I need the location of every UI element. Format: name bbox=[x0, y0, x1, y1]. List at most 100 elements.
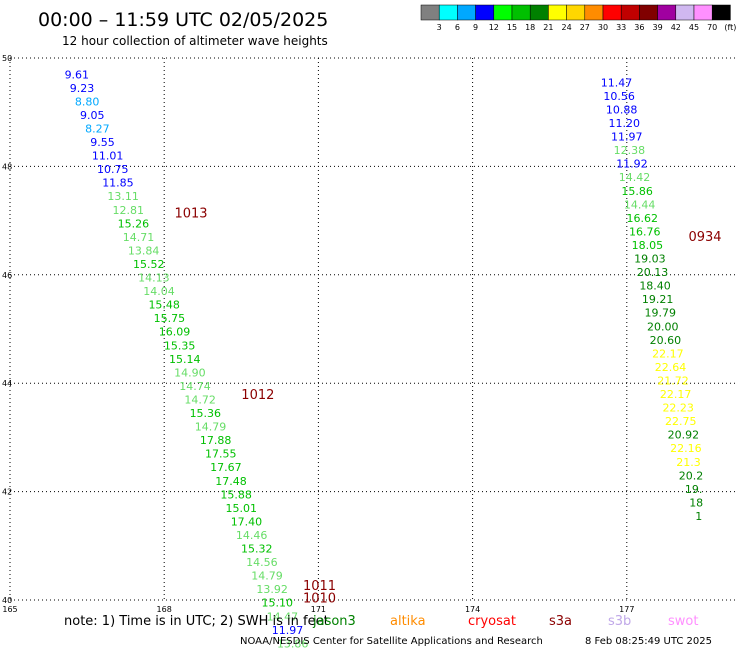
axis-ticks: 165 168 171 174 177 40 42 44 46 48 50 bbox=[2, 54, 634, 614]
wave-height-value: 22.16 bbox=[670, 442, 702, 455]
wave-height-value: 12.38 bbox=[614, 144, 646, 157]
wave-height-value: 14.47 bbox=[267, 610, 299, 623]
legend-swatch bbox=[438, 4, 458, 21]
legend-label: 6 bbox=[455, 23, 460, 32]
wave-height-value: 8.27 bbox=[85, 122, 110, 135]
legend-label: 45 bbox=[689, 23, 699, 32]
wave-height-value: 20.13 bbox=[637, 266, 669, 279]
legend-swatch bbox=[529, 4, 549, 21]
wave-height-value: 14.56 bbox=[246, 556, 278, 569]
wave-height-value: 14.74 bbox=[179, 380, 211, 393]
wave-height-value: 11.85 bbox=[102, 177, 134, 190]
wave-height-value: 15.10 bbox=[262, 597, 294, 610]
legend-swatch bbox=[602, 4, 622, 21]
wave-height-value: 20.92 bbox=[668, 429, 700, 442]
wave-height-value: 9.61 bbox=[65, 68, 90, 81]
wave-height-value: 10.56 bbox=[603, 90, 635, 103]
wave-height-value: 17.40 bbox=[231, 515, 263, 528]
legend-label: 70 bbox=[707, 23, 717, 32]
color-legend: 3 6 9 12 15 18 21 24 27 30 33 36 39 42 45 70 (ft) bbox=[420, 4, 736, 32]
data-points: 9.619.238.809.058.279.5511.0110.7511.851… bbox=[65, 68, 704, 650]
wave-height-value: 13.92 bbox=[256, 583, 288, 596]
wave-height-value: 15.01 bbox=[226, 502, 258, 515]
wave-height-value: 20.2 bbox=[679, 469, 704, 482]
legend-swatch bbox=[493, 4, 513, 21]
legend-label: 30 bbox=[598, 23, 608, 32]
satellite-name: s3a bbox=[549, 614, 572, 629]
wave-height-value: 21.3 bbox=[676, 456, 701, 469]
wave-height-value: 11.47 bbox=[601, 76, 633, 89]
legend-swatch bbox=[711, 4, 731, 21]
wave-height-value: 22.23 bbox=[662, 402, 694, 415]
legend-label: 33 bbox=[616, 23, 626, 32]
wave-height-value: 15.26 bbox=[118, 217, 150, 230]
wave-height-value: 20.00 bbox=[647, 320, 679, 333]
wave-height-value: 9.55 bbox=[90, 136, 115, 149]
legend-label: (ft) bbox=[724, 23, 736, 32]
legend-swatch bbox=[457, 4, 476, 21]
satellite-name: altika bbox=[390, 614, 426, 629]
footer-timestamp: 8 Feb 08:25:49 UTC 2025 bbox=[585, 636, 712, 647]
wave-height-value: 14.71 bbox=[123, 231, 155, 244]
legend-swatch bbox=[639, 4, 658, 21]
wave-height-value: 13.86 bbox=[277, 637, 309, 650]
wave-height-value: 16.09 bbox=[159, 326, 191, 339]
legend-swatch bbox=[548, 4, 567, 21]
x-tick-label: 174 bbox=[465, 605, 480, 614]
legend-swatch bbox=[584, 4, 604, 21]
legend-label: 36 bbox=[634, 23, 644, 32]
track-label: 1011 bbox=[303, 579, 336, 594]
wave-height-value: 15.32 bbox=[241, 543, 273, 556]
x-tick-label: 165 bbox=[2, 605, 17, 614]
wave-height-value: 14.72 bbox=[184, 393, 216, 406]
wave-height-value: 15.35 bbox=[164, 339, 196, 352]
footer-source: NOAA/NESDIS Center for Satellite Applica… bbox=[240, 636, 543, 647]
grid bbox=[9, 57, 735, 601]
satellite-name: jason3 bbox=[312, 614, 356, 629]
legend-swatch bbox=[675, 4, 695, 21]
wave-height-value: 22.17 bbox=[652, 347, 684, 360]
legend-label: 21 bbox=[543, 23, 553, 32]
wave-height-value: 22.17 bbox=[660, 388, 692, 401]
wave-height-value: 17.48 bbox=[215, 475, 247, 488]
y-tick-label: 48 bbox=[2, 162, 12, 171]
y-tick-label: 42 bbox=[2, 488, 12, 497]
wave-height-value: 19.79 bbox=[644, 307, 676, 320]
wave-height-value: 11.92 bbox=[616, 158, 648, 171]
satellite-name: cryosat bbox=[468, 614, 516, 629]
wave-height-value: 20.60 bbox=[650, 334, 682, 347]
note-text: note: 1) Time is in UTC; 2) SWH is in fe… bbox=[64, 614, 329, 629]
y-tick-label: 40 bbox=[2, 596, 12, 605]
legend-swatch bbox=[657, 4, 677, 21]
wave-height-value: 14.13 bbox=[138, 272, 170, 285]
x-tick-label: 171 bbox=[311, 605, 326, 614]
wave-height-value: 21.72 bbox=[657, 374, 689, 387]
wave-height-value: 12.81 bbox=[112, 204, 144, 217]
legend-label: 3 bbox=[437, 23, 442, 32]
legend-swatch bbox=[475, 4, 495, 21]
wave-height-value: 11.01 bbox=[92, 150, 124, 163]
wave-height-value: 14.42 bbox=[619, 171, 651, 184]
legend-swatch bbox=[620, 4, 640, 21]
wave-height-value: 18.05 bbox=[632, 239, 664, 252]
wave-height-value: 17.55 bbox=[205, 448, 237, 461]
wave-height-value: 15.36 bbox=[190, 407, 222, 420]
y-tick-label: 44 bbox=[2, 379, 12, 388]
wave-height-value: 1 bbox=[695, 510, 702, 523]
wave-height-value: 15.48 bbox=[148, 299, 180, 312]
wave-height-value: 15.75 bbox=[154, 312, 186, 325]
track-label: 1010 bbox=[303, 591, 336, 606]
wave-height-value: 9.05 bbox=[80, 109, 105, 122]
wave-height-value: 8.80 bbox=[75, 95, 100, 108]
legend-swatch bbox=[511, 4, 531, 21]
wave-height-value: 14.90 bbox=[174, 366, 206, 379]
legend-label: 15 bbox=[507, 23, 517, 32]
legend-label: 18 bbox=[525, 23, 535, 32]
legend-swatch bbox=[566, 4, 586, 21]
wave-height-value: 14.44 bbox=[624, 198, 656, 211]
x-tick-label: 177 bbox=[619, 605, 634, 614]
chart-subtitle: 12 hour collection of altimeter wave hei… bbox=[62, 34, 328, 48]
track-label: 1012 bbox=[241, 388, 274, 403]
